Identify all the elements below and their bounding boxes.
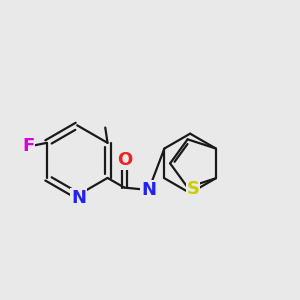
Text: N: N — [71, 189, 86, 207]
Text: F: F — [22, 137, 34, 155]
Text: S: S — [186, 180, 200, 198]
Text: N: N — [141, 181, 156, 199]
Text: O: O — [117, 151, 132, 169]
